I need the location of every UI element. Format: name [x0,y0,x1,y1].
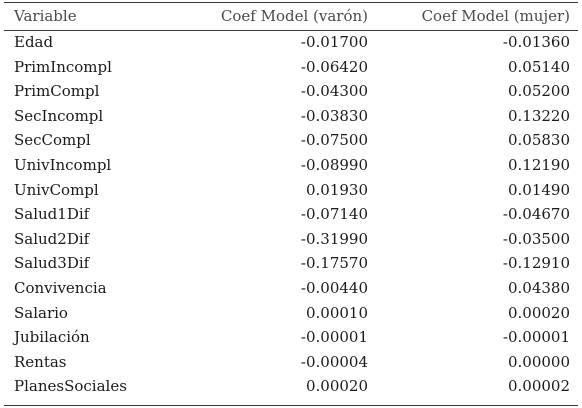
bottom-rule [4,405,578,406]
coef-male-value: -0.07500 [300,131,368,150]
variable-name: UnivIncompl [14,155,112,174]
table-row: Jubilación -0.00001 -0.00001 [14,325,570,350]
table-body: Edad -0.01700 -0.01360 PrimIncompl -0.06… [14,30,570,399]
table-row: SecCompl -0.07500 0.05830 [14,128,570,153]
variable-name: PrimCompl [14,82,100,101]
table-row: PlanesSociales 0.00020 0.00002 [14,374,570,399]
coef-female-value: 0.01490 [507,180,570,199]
coef-female-value: -0.03500 [502,229,570,248]
header-row: Variable Coef Model (varón) Coef Model (… [14,3,570,30]
coef-male-value: -0.01700 [300,33,368,51]
coef-male-value: -0.00001 [300,328,368,347]
coef-male-value: -0.04300 [300,82,368,101]
table-row: UnivCompl 0.01930 0.01490 [14,178,570,203]
coef-female-value: 0.13220 [507,106,570,125]
top-rule [4,2,578,3]
coef-male-value: -0.31990 [300,229,368,248]
coef-male-value: -0.08990 [300,155,368,174]
coef-female-value: 0.05200 [507,82,570,101]
header-variable: Variable [14,7,77,25]
variable-name: PlanesSociales [14,377,127,396]
header-coef-female: Coef Model (mujer) [421,7,570,25]
table-row: Edad -0.01700 -0.01360 [14,30,570,55]
coef-male-value: 0.01930 [305,180,368,199]
variable-name: PrimIncompl [14,57,112,76]
coef-male-value: 0.00020 [305,377,368,396]
coef-female-value: 0.05140 [507,57,570,76]
table-row: SecIncompl -0.03830 0.13220 [14,104,570,129]
coef-male-value: 0.00010 [305,303,368,322]
coef-female-value: 0.12190 [507,155,570,174]
coef-female-value: 0.00020 [507,303,570,322]
table-row: Rentas -0.00004 0.00000 [14,350,570,375]
variable-name: Salud2Dif [14,229,90,248]
variable-name: Edad [14,33,54,51]
coef-male-value: -0.00440 [300,278,368,297]
variable-name: UnivCompl [14,180,99,199]
table-row: Salario 0.00010 0.00020 [14,301,570,326]
variable-name: SecIncompl [14,106,104,125]
coef-male-value: -0.00004 [300,352,368,371]
coef-female-value: -0.00001 [502,328,570,347]
table-row: PrimIncompl -0.06420 0.05140 [14,55,570,80]
coef-female-value: 0.04380 [507,278,570,297]
coef-female-value: 0.00000 [507,352,570,371]
table-row: Salud1Dif -0.07140 -0.04670 [14,202,570,227]
coef-male-value: -0.06420 [300,57,368,76]
coef-female-value: 0.00002 [507,377,570,396]
table-row: UnivIncompl -0.08990 0.12190 [14,153,570,178]
variable-name: Salud3Dif [14,254,90,273]
variable-name: Salario [14,303,68,322]
variable-name: Convivencia [14,278,107,297]
variable-name: Salud1Dif [14,205,90,224]
variable-name: Rentas [14,352,67,371]
table-row: Convivencia -0.00440 0.04380 [14,276,570,301]
coef-female-value: -0.12910 [502,254,570,273]
coef-female-value: -0.04670 [502,205,570,224]
header-rule [4,30,578,31]
coef-male-value: -0.03830 [300,106,368,125]
table-row: Salud2Dif -0.31990 -0.03500 [14,227,570,252]
header-coef-male: Coef Model (varón) [220,7,368,25]
coefficients-table: Variable Coef Model (varón) Coef Model (… [14,3,570,399]
variable-name: Jubilación [14,328,90,347]
coef-male-value: -0.17570 [300,254,368,273]
variable-name: SecCompl [14,131,91,150]
coef-female-value: -0.01360 [502,33,570,51]
table-row: Salud3Dif -0.17570 -0.12910 [14,251,570,276]
coef-male-value: -0.07140 [300,205,368,224]
table-row: PrimCompl -0.04300 0.05200 [14,79,570,104]
coef-female-value: 0.05830 [507,131,570,150]
